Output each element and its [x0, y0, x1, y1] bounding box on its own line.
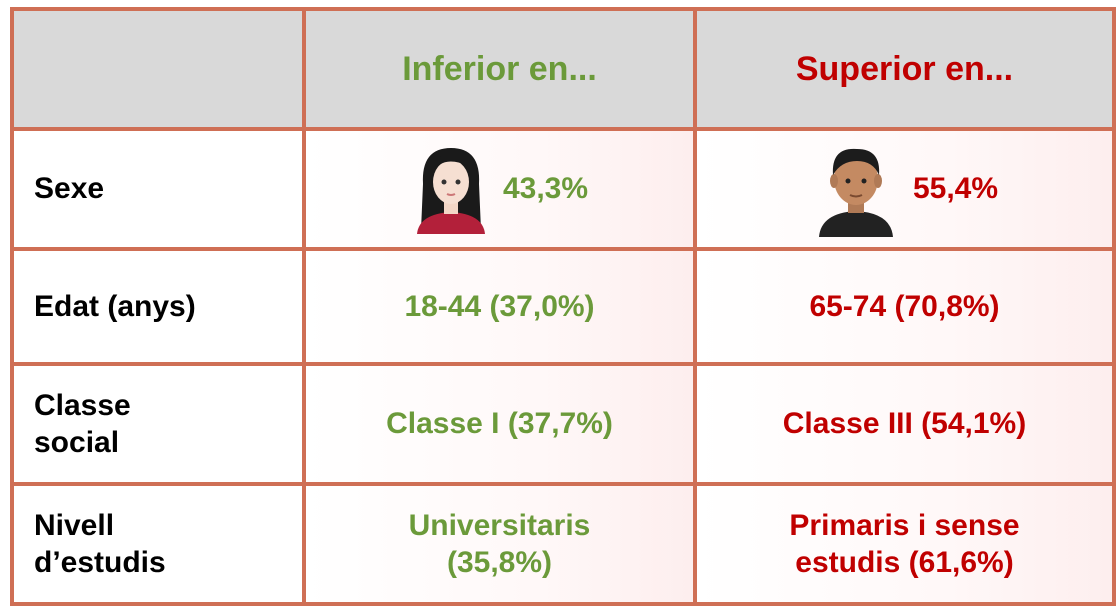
value-text: Classe III (54,1%) [783, 405, 1026, 443]
value-cell: Classe III (54,1%) [697, 366, 1112, 482]
value-cell: Classe I (37,7%) [306, 366, 693, 482]
header-text: Inferior en... [402, 48, 597, 91]
page: Inferior en... Superior en... Sexe 43,3%… [0, 0, 1118, 607]
value-text: Universitaris (35,8%) [409, 507, 591, 582]
value-text: 43,3% [503, 170, 588, 208]
value-cell: 65-74 (70,8%) [697, 251, 1112, 362]
label-text: Edat (anys) [34, 288, 196, 326]
header-empty [14, 11, 302, 127]
value-cell: Universitaris (35,8%) [306, 486, 693, 602]
value-text: 65-74 (70,8%) [809, 288, 999, 326]
header-inferior: Inferior en... [306, 11, 693, 127]
value-cell: 18-44 (37,0%) [306, 251, 693, 362]
value-text: Primaris i sense estudis (61,6%) [789, 507, 1019, 582]
row-label: Sexe [14, 131, 302, 247]
value-text: 18-44 (37,0%) [404, 288, 594, 326]
label-text: Sexe [34, 170, 104, 208]
row-label: Edat (anys) [14, 251, 302, 362]
header-text: Superior en... [796, 48, 1013, 91]
row-label: Classe social [14, 366, 302, 482]
comparison-table: Inferior en... Superior en... Sexe 43,3%… [10, 7, 1116, 606]
female-avatar [411, 144, 491, 234]
row-label: Nivell d’estudis [14, 486, 302, 602]
value-text: Classe I (37,7%) [386, 405, 613, 443]
label-text: Classe social [34, 387, 131, 462]
value-cell: 43,3% [306, 131, 693, 247]
header-superior: Superior en... [697, 11, 1112, 127]
value-text: 55,4% [913, 170, 998, 208]
label-text: Nivell d’estudis [34, 507, 166, 582]
male-avatar [811, 141, 901, 237]
value-cell: Primaris i sense estudis (61,6%) [697, 486, 1112, 602]
value-cell: 55,4% [697, 131, 1112, 247]
